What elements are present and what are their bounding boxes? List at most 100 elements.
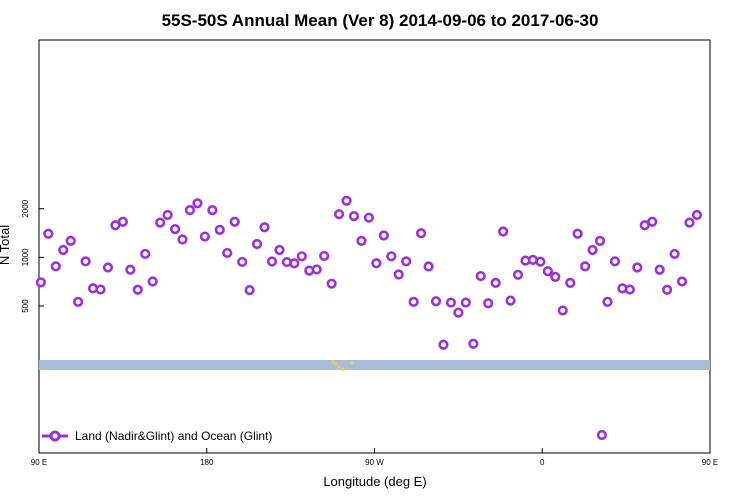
- data-band-highlight: [350, 361, 354, 365]
- legend-entry-label: Land (Nadir&Glint) and Ocean (Glint): [75, 429, 272, 443]
- data-point: [169, 224, 181, 235]
- data-point: [73, 296, 84, 308]
- data-point: [319, 250, 330, 262]
- data-point: [35, 277, 46, 288]
- data-point: [177, 234, 188, 245]
- data-point: [676, 276, 688, 287]
- data-point: [415, 228, 427, 239]
- data-band-highlight: [341, 367, 345, 371]
- data-point: [438, 339, 449, 350]
- data-point: [348, 211, 360, 222]
- data-band: [39, 360, 710, 371]
- x-tick-label: 0: [540, 458, 545, 467]
- data-point: [266, 256, 278, 267]
- data-point: [550, 271, 561, 282]
- data-point: [669, 248, 680, 260]
- data-point: [386, 251, 397, 262]
- x-tick-label: 90 E: [31, 458, 47, 467]
- data-point: [647, 216, 658, 227]
- legend-marker: [49, 430, 61, 442]
- data-point: [333, 209, 345, 220]
- data-point: [43, 228, 54, 239]
- data-point: [512, 269, 524, 280]
- data-point: [542, 266, 553, 277]
- data-point: [244, 285, 255, 296]
- x-tick-label: 90 W: [365, 458, 384, 467]
- data-point: [102, 262, 114, 273]
- data-point: [125, 264, 136, 275]
- data-point: [580, 261, 591, 272]
- data-point: [609, 256, 621, 267]
- plot-frame: [38, 39, 711, 454]
- data-point: [490, 277, 501, 288]
- y-tick-label: 500: [21, 299, 30, 313]
- y-tick-label: 1000: [21, 248, 30, 266]
- x-axis-label: Longitude (deg E): [323, 474, 426, 489]
- data-point: [371, 258, 382, 269]
- data-point: [117, 216, 128, 227]
- data-point: [468, 338, 479, 349]
- data-point: [498, 226, 509, 237]
- data-point: [483, 298, 494, 309]
- y-axis-label: N Total: [0, 225, 12, 265]
- data-point: [199, 231, 210, 242]
- data-point: [654, 264, 665, 275]
- data-point: [341, 195, 352, 206]
- y-tick-label: 2000: [21, 199, 30, 217]
- data-point: [132, 284, 143, 295]
- data-point: [423, 261, 434, 272]
- data-band-highlight: [331, 360, 335, 364]
- data-point: [401, 256, 412, 267]
- data-point: [214, 224, 225, 235]
- data-point: [393, 269, 404, 280]
- data-point: [453, 307, 464, 318]
- data-point: [430, 296, 442, 307]
- data-band-fill: [39, 360, 710, 370]
- x-axis: 90 E 180 90 W 0 90 E: [31, 448, 718, 467]
- data-points: [35, 195, 703, 441]
- data-point: [460, 297, 471, 308]
- data-point: [50, 261, 61, 272]
- data-point: [296, 251, 307, 262]
- data-point: [684, 217, 695, 228]
- data-point: [662, 284, 673, 295]
- data-point: [572, 228, 583, 239]
- data-point: [184, 205, 196, 216]
- data-point: [274, 244, 285, 256]
- data-point: [363, 212, 375, 223]
- data-point: [565, 277, 576, 288]
- data-point: [147, 276, 158, 287]
- data-point: [140, 248, 151, 260]
- data-point: [251, 238, 263, 250]
- data-point: [445, 297, 457, 308]
- data-point: [229, 216, 240, 227]
- data-point: [95, 284, 106, 295]
- data-band-highlight: [337, 365, 341, 369]
- data-point: [596, 429, 607, 441]
- data-point: [80, 256, 91, 267]
- data-point: [289, 258, 300, 269]
- data-point: [594, 235, 606, 246]
- data-point: [326, 278, 337, 289]
- data-point: [207, 205, 218, 216]
- data-point: [602, 296, 613, 308]
- data-point: [475, 270, 486, 282]
- data-point: [632, 262, 643, 273]
- legend: Land (Nadir&Glint) and Ocean (Glint): [42, 429, 272, 443]
- data-point: [259, 222, 270, 233]
- data-point: [505, 295, 516, 306]
- data-point: [155, 217, 166, 228]
- x-tick-label: 180: [200, 458, 214, 467]
- data-point: [356, 235, 367, 246]
- data-point: [222, 247, 233, 259]
- data-point: [587, 244, 598, 256]
- data-point: [162, 209, 173, 221]
- data-point: [65, 235, 76, 246]
- data-point: [311, 264, 322, 275]
- data-band-highlight: [334, 362, 338, 366]
- data-point: [535, 256, 546, 267]
- data-point: [237, 256, 248, 268]
- data-point: [378, 230, 389, 241]
- data-point: [58, 244, 69, 256]
